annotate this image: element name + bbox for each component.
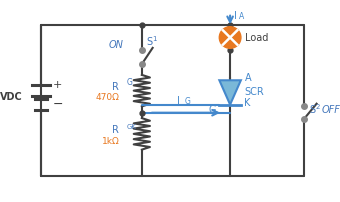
- Text: S: S: [146, 37, 152, 47]
- Text: ON: ON: [109, 40, 124, 50]
- Text: +: +: [53, 80, 62, 90]
- Text: S: S: [309, 105, 316, 115]
- Text: G: G: [184, 97, 190, 106]
- Text: Load: Load: [244, 33, 268, 42]
- Text: 2: 2: [316, 104, 320, 110]
- Text: OFF: OFF: [322, 105, 340, 115]
- Text: A: A: [239, 12, 244, 21]
- Text: −: −: [53, 98, 63, 111]
- Text: I: I: [177, 96, 180, 106]
- Text: GK: GK: [126, 124, 136, 130]
- Text: G: G: [208, 105, 216, 115]
- Polygon shape: [219, 80, 241, 105]
- Text: 1: 1: [153, 36, 157, 42]
- Text: G: G: [126, 78, 132, 87]
- Text: A: A: [244, 74, 251, 83]
- Text: 1kΩ: 1kΩ: [102, 137, 119, 146]
- Text: SCR: SCR: [244, 86, 264, 97]
- Text: R: R: [113, 125, 119, 135]
- Text: R: R: [113, 82, 119, 92]
- Text: I: I: [234, 11, 237, 21]
- Text: K: K: [244, 98, 251, 108]
- Text: 470Ω: 470Ω: [96, 93, 119, 102]
- Circle shape: [219, 27, 241, 48]
- Text: VDC: VDC: [0, 92, 23, 102]
